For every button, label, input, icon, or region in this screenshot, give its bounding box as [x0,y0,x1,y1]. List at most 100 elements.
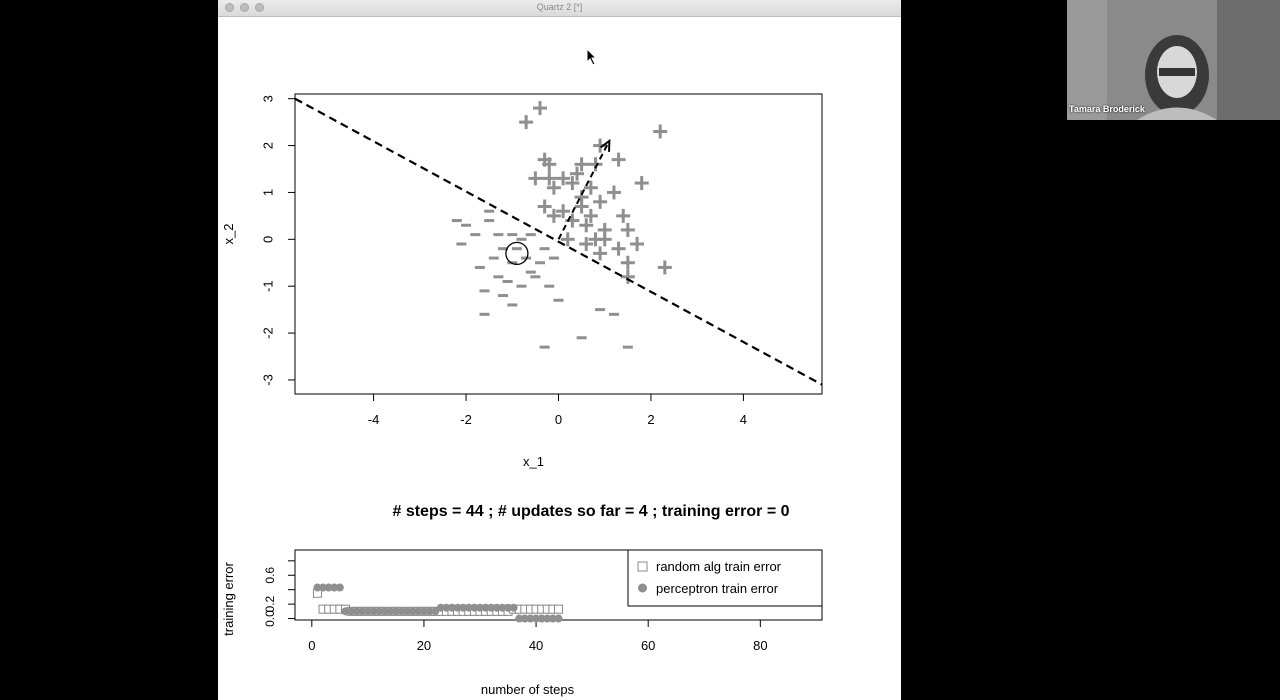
positive-point [556,204,571,219]
perceptron-error-point [487,603,496,612]
perceptron-error-point [425,607,434,616]
x-tick-label: 80 [753,638,767,653]
y-tick-label: 0.0 [263,610,277,627]
positive-point [560,232,575,247]
perceptron-error-point [369,607,378,616]
x-tick-label: 0 [555,412,562,427]
window-titlebar[interactable]: Quartz 2 [*] [218,0,901,17]
participant-video-icon [1067,0,1280,120]
perceptron-error-point [476,603,485,612]
perceptron-error-point [554,614,563,623]
y-tick-label: 3 [260,95,275,102]
x-tick-label: -4 [368,412,380,427]
perceptron-error-point [537,614,546,623]
perceptron-error-point [324,583,333,592]
status-line: # steps = 44 ; # updates so far = 4 ; tr… [392,503,789,520]
y-tick-label: 2 [260,142,275,149]
zoom-window-button[interactable] [255,3,264,12]
perceptron-error-point [548,614,557,623]
minimize-window-button[interactable] [240,3,249,12]
perceptron-error-point [408,607,417,616]
positive-point [542,157,557,172]
positive-point [583,180,598,195]
participant-name: Tamara Broderick [1069,104,1145,114]
x-tick-label: 40 [529,638,543,653]
positive-point [657,260,672,275]
decision-boundary [295,97,822,386]
positive-point [569,166,584,181]
positive-point [606,185,621,200]
arrow-head-icon [599,138,611,152]
y-tick-label: -3 [260,374,275,386]
positive-point [611,152,626,167]
perceptron-error-point [492,603,501,612]
perceptron-error-point [504,603,513,612]
y-tick-label: -2 [260,327,275,339]
plot-canvas: -4 -2 0 2 4 -3 -2 -1 0 1 2 3 x_1 x_2 # steps = 44 ; #… [221,93,823,697]
positive-point [579,237,594,251]
legend-box [627,549,823,607]
quartz-plot-window[interactable]: Quartz 2 [*] -4 -2 0 2 4 -3 -2 -1 0 1 2 3 x_1 x_2 # s… [218,0,901,700]
positive-point [533,101,548,116]
perceptron-error-point [313,583,322,592]
legend-label: perceptron train error [656,581,779,596]
perceptron-error-point [543,614,552,623]
positive-point [634,176,649,191]
perceptron-error-point [375,607,384,616]
y-tick-label: -1 [260,280,275,292]
perceptron-error-point [319,583,328,592]
perceptron-error-point [532,614,541,623]
training-error-plot: 0 20 40 60 80 0.00.2 0.6 number of steps trainin… [221,549,823,697]
perceptron-error-point [352,607,361,616]
positive-point [579,218,594,233]
positive-point [588,157,603,172]
close-window-button[interactable] [225,3,234,12]
perceptron-error-point [386,607,395,616]
window-title: Quartz 2 [*] [536,2,583,12]
filled-circle-icon [638,583,647,593]
positive-point [593,194,608,209]
positive-point [620,222,635,237]
x-tick-label: 2 [647,412,654,427]
x-tick-label: 4 [740,412,747,427]
positive-point [588,232,603,247]
positive-point [583,208,598,223]
perceptron-error-point [498,603,507,612]
y-axis-label: x_2 [221,224,236,245]
perceptron-error-point [526,614,535,623]
y-tick-label: 1 [260,189,275,196]
perceptron-error-point [380,607,389,616]
positive-point [519,115,534,130]
perceptron-error-point [459,603,468,612]
positive-point [537,199,552,214]
x-axis-label: x_1 [523,454,544,469]
perceptron-error-point [470,603,479,612]
positive-point [630,237,645,251]
positive-point [574,157,589,172]
x-axis-label: number of steps [481,682,575,697]
positive-point [546,180,561,195]
perceptron-error-point [347,607,356,616]
legend: random alg train error perceptron train e… [627,549,823,607]
perceptron-error-point [358,607,367,616]
perceptron-error-point [397,607,406,616]
perceptron-error-point [464,603,473,612]
webcam-thumbnail[interactable]: Tamara Broderick [1067,0,1280,120]
current-point-circle [505,241,529,266]
x-tick-label: -2 [460,412,472,427]
perceptron-error-point [520,614,529,623]
positive-point [528,171,543,186]
perceptron-error-point [330,583,339,592]
perceptron-error-point [515,614,524,623]
perceptron-error-point [341,607,350,616]
x-tick-label: 60 [641,638,655,653]
perceptron-error-point [419,607,428,616]
perceptron-error-point [363,607,372,616]
positive-point [542,171,557,186]
y-axis-label: training error [221,561,236,635]
legend-label: random alg train error [656,559,782,574]
perceptron-error-point [436,603,445,612]
y-tick-label: 0.2 [263,595,277,612]
positive-point [546,208,561,223]
positive-point [593,246,608,261]
